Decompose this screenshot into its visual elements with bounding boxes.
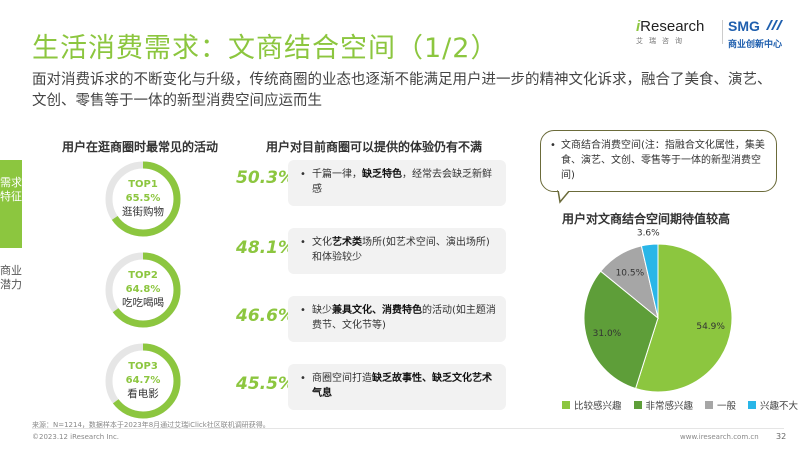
donut-ring-icon — [105, 343, 181, 419]
legend-label: 一般 — [717, 401, 737, 412]
card-text-bold: 缺乏故事性、缺乏文化艺术气息 — [312, 373, 492, 399]
side-tab-business-potential[interactable]: 商业潜力 — [0, 256, 22, 328]
activity-name: 吃吃喝喝 — [122, 297, 164, 309]
activity-rank: TOP2 — [128, 270, 158, 281]
legend-swatch — [633, 401, 642, 409]
smg-logo: SMG 商业创新中心 — [728, 16, 798, 50]
pie-slice — [599, 245, 659, 320]
copyright: ©2023.12 iResearch Inc. — [32, 433, 120, 441]
dissatisfaction-percent: 45.5% — [236, 374, 295, 394]
legend-label: 兴趣不大 — [760, 401, 799, 412]
dissatisfaction-card: 商圈空间打造缺乏故事性、缺乏文化艺术气息 — [288, 364, 506, 410]
card-text: 文化 — [312, 237, 332, 248]
activity-donut: TOP3 64.7% 看电影 — [104, 342, 182, 420]
pie-slice-label: 10.5% — [616, 269, 645, 279]
card-text: 商圈空间打造 — [312, 373, 372, 384]
legend-swatch — [705, 401, 714, 409]
activity-donut-arc — [105, 161, 181, 237]
card-text-bold: 缺乏特色 — [362, 169, 402, 180]
legend-label: 非常感兴趣 — [645, 401, 694, 412]
activity-name: 逛街购物 — [122, 206, 164, 218]
page-subtitle: 面对消费诉求的不断变化与升级，传统商圈的业态也逐渐不能满足用户进一步的精神文化诉… — [32, 72, 772, 109]
iresearch-logo-cn: 艾瑞咨询 — [636, 37, 688, 45]
activity-percent: 64.7% — [125, 375, 161, 386]
pie-slice-label: 54.9% — [696, 322, 725, 332]
dissatisfaction-card: 千篇一律，缺乏特色，经常去会缺乏新鲜感 — [288, 160, 506, 206]
activity-name: 看电影 — [127, 388, 159, 400]
donut-ring-icon — [105, 161, 181, 237]
pie-chart-title: 用户对文商结合空间期待值较高 — [562, 212, 731, 226]
dissatisfaction-header: 用户对目前商圈可以提供的体验仍有不满 — [266, 140, 483, 154]
dissatisfaction-percent: 46.6% — [236, 306, 295, 326]
card-text: 的活动(如主题消费节、文化节等) — [312, 305, 496, 331]
dissatisfaction-card: 缺少兼具文化、消费特色的活动(如主题消费节、文化节等) — [288, 296, 506, 342]
activity-donut-arc — [105, 252, 181, 328]
iresearch-logo: iResearch 艾瑞咨询 — [636, 16, 716, 50]
card-text: 缺少 — [312, 305, 332, 316]
donut-ring-icon — [105, 252, 181, 328]
footer-divider — [32, 428, 784, 429]
legend-item: 一般 — [705, 398, 736, 412]
pie-slice — [640, 243, 659, 319]
definition-note: 文商结合消费空间(注：指融合文化属性，集美食、演艺、文创、零售等于一体的新型消费… — [540, 130, 777, 192]
dissatisfaction-percent: 48.1% — [236, 238, 295, 258]
card-text: ，经常去会缺乏新鲜感 — [312, 169, 492, 195]
activities-header: 用户在逛商圈时最常见的活动 — [62, 140, 219, 154]
card-text-bold: 兼具文化、消费特色 — [332, 305, 422, 316]
dissatisfaction-percent: 50.3% — [236, 168, 295, 188]
dissatisfaction-card: 文化艺术类场所(如艺术空间、演出场所)和体验较少 — [288, 228, 506, 274]
activity-percent: 64.8% — [125, 284, 161, 295]
pie-slice — [583, 270, 659, 390]
website-link[interactable]: www.iresearch.com.cn — [680, 433, 759, 441]
activity-rank: TOP3 — [128, 361, 158, 372]
pie-slice-label: 3.6% — [637, 229, 660, 239]
activity-rank: TOP1 — [128, 179, 158, 190]
legend-label: 比较感兴趣 — [574, 401, 622, 412]
side-tab-demand-features[interactable]: 需求特征 — [0, 160, 22, 248]
pie-legend: 比较感兴趣 非常感兴趣 一般 兴趣不大 — [562, 398, 798, 412]
card-text-bold: 艺术类 — [332, 237, 362, 248]
card-text: 场所(如艺术空间、演出场所)和体验较少 — [312, 237, 490, 263]
card-text: 千篇一律， — [312, 169, 362, 180]
activity-percent: 65.5% — [125, 193, 161, 204]
smg-logo-mark-icon — [765, 20, 783, 30]
iresearch-logo-name: Research — [640, 18, 705, 35]
smg-logo-cn: 商业创新中心 — [728, 40, 783, 50]
pie-slice-label: 31.0% — [593, 329, 622, 339]
legend-item: 比较感兴趣 — [562, 398, 622, 412]
legend-swatch — [748, 401, 757, 409]
page-number: 32 — [776, 432, 787, 441]
logo-divider — [722, 20, 723, 44]
smg-logo-name: SMG — [728, 18, 760, 34]
activity-donut: TOP2 64.8% 吃吃喝喝 — [104, 251, 182, 329]
iresearch-logo-i: i — [636, 18, 641, 35]
activity-donut: TOP1 65.5% 逛街购物 — [104, 160, 182, 238]
legend-item: 兴趣不大 — [748, 398, 798, 412]
legend-item: 非常感兴趣 — [633, 398, 694, 412]
activity-donut-arc — [105, 343, 181, 419]
page-title: 生活消费需求：文商结合空间（1/2） — [32, 33, 499, 64]
legend-swatch — [562, 401, 570, 409]
pie-slice — [634, 243, 733, 393]
speech-tail-icon — [557, 190, 571, 204]
source-note: 来源：N=1214，数据样本于2023年8月通过艾瑞iClick社区联机调研获得… — [32, 421, 270, 429]
